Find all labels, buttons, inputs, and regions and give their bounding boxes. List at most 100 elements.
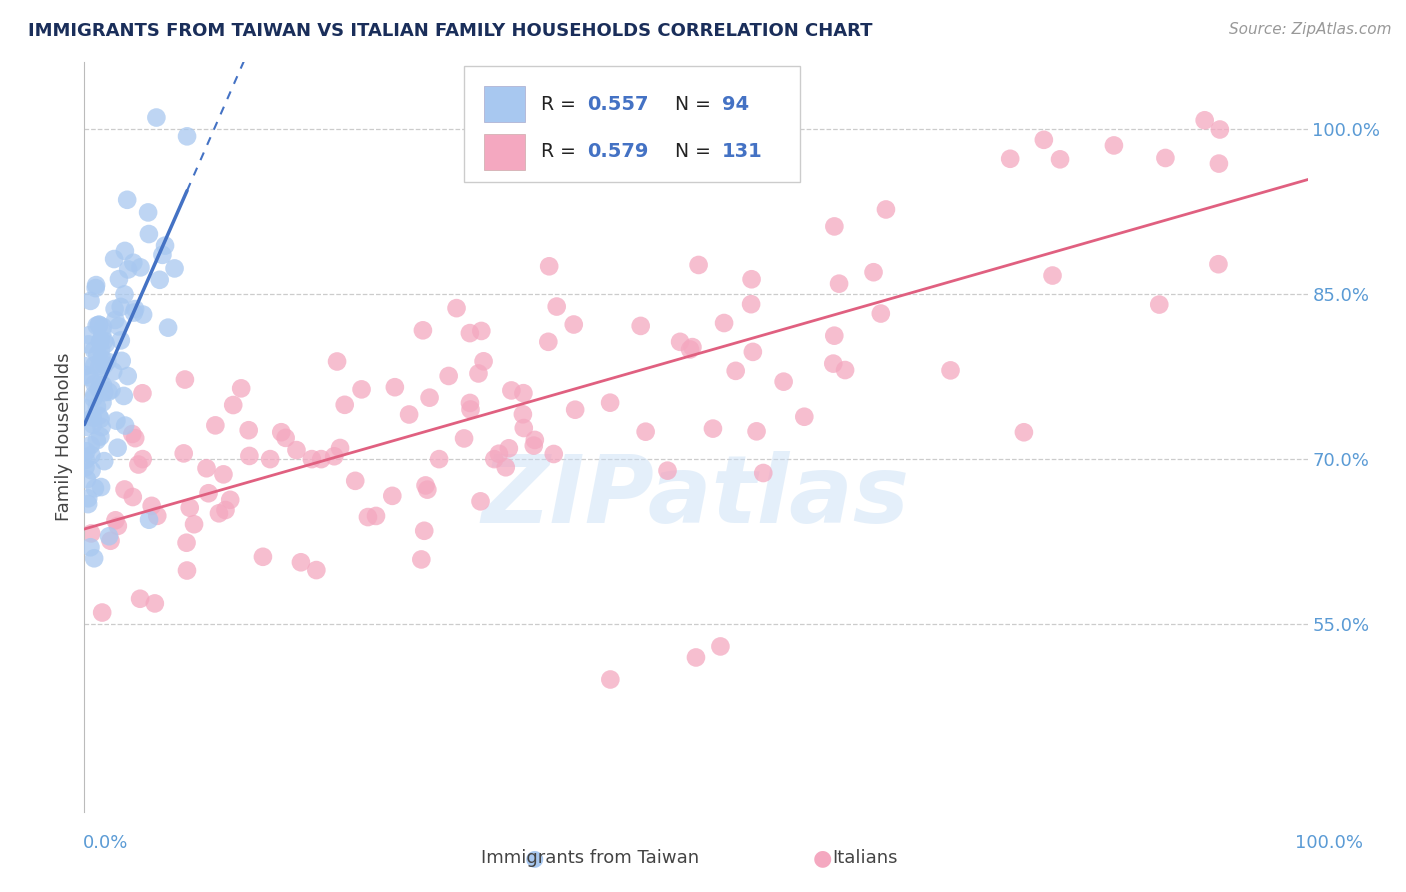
Point (437, 368, 460, 383)
Point (869, 307, 891, 321)
Point (136, 205, 159, 219)
Point (1208, 156, 1230, 170)
Point (204, 418, 226, 433)
Point (163, 261, 186, 276)
Text: IMMIGRANTS FROM TAIWAN VS ITALIAN FAMILY HOUSEHOLDS CORRELATION CHART: IMMIGRANTS FROM TAIWAN VS ITALIAN FAMILY… (28, 22, 873, 40)
Point (91, 319, 114, 334)
Point (93, 334, 115, 348)
Text: 0.0%: 0.0% (83, 834, 128, 852)
Point (83, 359, 105, 373)
Point (823, 328, 845, 343)
Point (1012, 425, 1035, 440)
Point (117, 369, 139, 384)
Point (152, 248, 174, 262)
Point (823, 357, 845, 371)
Point (115, 193, 138, 207)
Point (364, 508, 387, 523)
Point (90, 351, 112, 366)
Point (89, 318, 111, 332)
Point (96, 354, 118, 368)
Point (512, 407, 534, 421)
Point (91, 378, 114, 392)
Point (84, 481, 107, 495)
Point (86, 434, 108, 448)
Point (679, 343, 702, 357)
Point (212, 467, 235, 482)
Point (124, 431, 146, 445)
Point (84, 281, 107, 295)
Point (1194, 113, 1216, 128)
Point (259, 452, 281, 467)
Point (484, 452, 506, 467)
Text: ●: ● (524, 848, 544, 868)
Point (79, 370, 101, 384)
Point (153, 238, 176, 252)
Point (523, 433, 546, 447)
Point (83, 343, 105, 358)
Point (117, 262, 139, 277)
Point (195, 461, 218, 475)
Point (745, 425, 768, 439)
Point (467, 367, 489, 381)
Point (470, 324, 492, 338)
Point (124, 301, 146, 316)
Point (100, 383, 122, 397)
Text: 94: 94 (721, 95, 749, 114)
Point (77, 491, 100, 506)
Point (793, 409, 815, 424)
Point (79, 293, 101, 308)
Point (730, 147, 752, 161)
Point (90, 480, 112, 494)
Point (110, 334, 132, 348)
Point (97, 384, 120, 399)
Point (415, 478, 437, 492)
Point (1042, 268, 1064, 283)
Text: Immigrants from Taiwan: Immigrants from Taiwan (481, 849, 700, 867)
Point (82, 417, 104, 432)
Point (752, 466, 775, 480)
Point (488, 447, 510, 461)
Point (100, 533, 122, 548)
Text: ●: ● (813, 848, 832, 868)
Point (1209, 122, 1232, 136)
Text: N =: N = (675, 95, 717, 114)
Point (1049, 153, 1071, 167)
Point (90, 376, 112, 390)
Point (208, 506, 231, 520)
Point (238, 449, 260, 463)
Point (416, 483, 439, 497)
Point (688, 258, 710, 272)
Point (862, 265, 884, 279)
Point (333, 398, 356, 412)
Point (301, 452, 323, 467)
Text: 100.0%: 100.0% (1295, 834, 1362, 852)
Point (176, 129, 198, 144)
Point (89, 429, 111, 443)
Point (90, 361, 112, 376)
Text: 0.557: 0.557 (588, 95, 648, 114)
Point (458, 396, 481, 410)
Point (183, 517, 205, 532)
Point (143, 596, 166, 610)
Point (108, 272, 131, 286)
Point (724, 364, 747, 378)
Point (104, 513, 127, 527)
Point (562, 318, 585, 332)
Point (702, 422, 724, 436)
Point (231, 381, 253, 395)
Point (564, 402, 586, 417)
Point (114, 244, 136, 258)
Point (89, 334, 111, 349)
Point (89, 359, 111, 373)
Point (214, 503, 236, 517)
Text: Italians: Italians (832, 849, 897, 867)
Point (501, 384, 523, 398)
Point (669, 334, 692, 349)
Point (419, 391, 441, 405)
Point (90, 420, 112, 434)
Point (741, 344, 763, 359)
Point (91, 326, 114, 340)
Point (80, 526, 103, 541)
Point (76, 472, 98, 486)
Point (91, 395, 114, 409)
